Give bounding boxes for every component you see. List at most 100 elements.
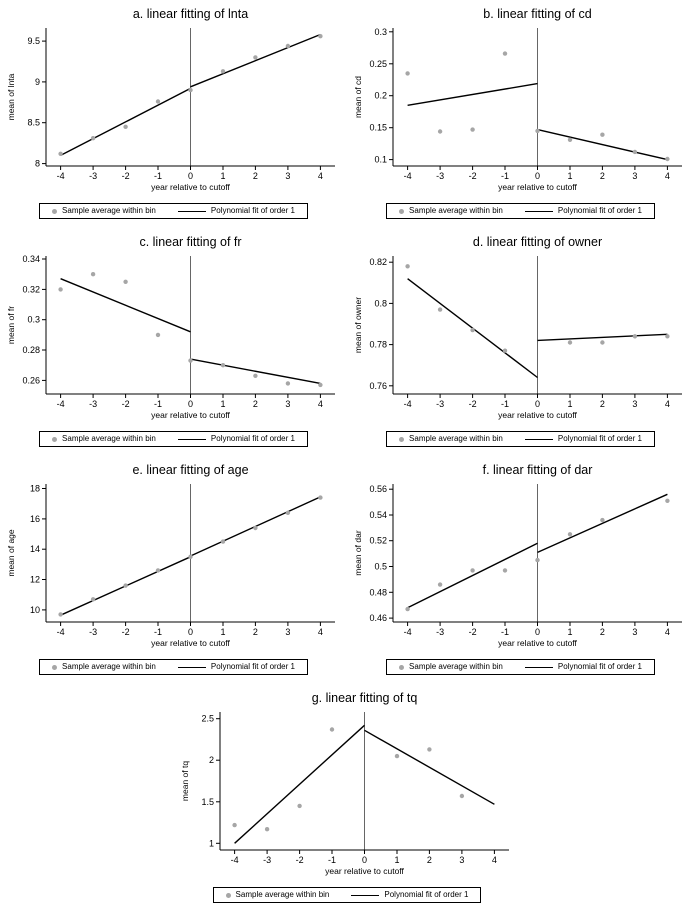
- x-tick-label: -3: [436, 171, 444, 181]
- legend-label-fit: Polynomial fit of order 1: [557, 206, 642, 215]
- x-tick-label: 4: [665, 627, 670, 637]
- x-axis-title: year relative to cutoff: [498, 182, 577, 192]
- legend-item-fit: Polynomial fit of order 1: [177, 434, 295, 444]
- x-tick-label: 4: [318, 171, 323, 181]
- x-tick-label: 0: [188, 171, 193, 181]
- bin-dot: [253, 373, 258, 378]
- x-axis-title: year relative to cutoff: [498, 638, 577, 648]
- legend-label-bins: Sample average within bin: [62, 434, 156, 443]
- chart-g: 1 1.5 2 2.5 -4 -3 -2 -1 0 1 2 3 4 year relative to cu…: [180, 691, 509, 876]
- bin-dot: [58, 612, 63, 617]
- chart-b: 0.1 0.15 0.2 0.25 0.3 -4 -3 -2 -1 0 1 2 3 4 year relat…: [353, 7, 682, 192]
- x-tick-label: 1: [220, 171, 225, 181]
- y-tick-label: 10: [30, 605, 40, 615]
- y-tick-label: 2: [208, 755, 213, 765]
- chart-title: g. linear fitting of tq: [311, 691, 417, 705]
- bin-marker-icon: [52, 664, 58, 670]
- x-tick-label: 2: [600, 171, 605, 181]
- legend: Sample average within bin Polynomial fit …: [39, 203, 308, 219]
- y-tick-label: 0.54: [369, 510, 387, 520]
- y-tick-label: 0.82: [369, 257, 387, 267]
- fit-line-left: [407, 542, 538, 609]
- bin-dot: [220, 363, 226, 368]
- y-axis-title: mean of owner: [353, 297, 363, 353]
- y-tick-label: 12: [30, 575, 40, 585]
- bin-dot: [296, 803, 302, 809]
- bin-dot: [405, 606, 410, 612]
- bin-dot: [437, 129, 443, 134]
- panel-g: 1 1.5 2 2.5 -4 -3 -2 -1 0 1 2 3 4 year relative to cu…: [174, 684, 521, 912]
- y-axis-title: mean of dar: [353, 530, 363, 576]
- y-tick-label: 0.48: [369, 587, 387, 597]
- bin-dot: [285, 43, 291, 49]
- bin-dot: [470, 568, 475, 573]
- x-tick-label: 2: [253, 399, 258, 409]
- legend-label-fit: Polynomial fit of order 1: [384, 890, 469, 899]
- x-tick-label: 2: [253, 171, 258, 181]
- bin-marker-icon: [399, 436, 405, 442]
- x-tick-label: 4: [318, 399, 323, 409]
- x-tick-label: -1: [154, 171, 162, 181]
- bin-dot: [155, 332, 161, 338]
- y-tick-label: 0.8: [374, 298, 387, 308]
- x-tick-label: 1: [220, 399, 225, 409]
- bin-dot: [535, 557, 540, 563]
- fit-line-left: [60, 87, 191, 157]
- bin-dot: [535, 128, 540, 134]
- legend-item-bins: Sample average within bin: [52, 662, 156, 672]
- bin-dot: [318, 382, 323, 388]
- bin-dot: [502, 568, 508, 573]
- x-tick-label: -3: [89, 627, 97, 637]
- fit-line-icon: [177, 210, 206, 212]
- bin-dot: [253, 55, 258, 60]
- x-tick-label: -2: [469, 171, 477, 181]
- legend-item-fit: Polynomial fit of order 1: [351, 890, 468, 900]
- legend-label-bins: Sample average within bin: [409, 662, 503, 671]
- chart-title: b. linear fitting of cd: [483, 7, 591, 21]
- bin-dot: [188, 358, 193, 363]
- bin-dot: [470, 327, 475, 333]
- bin-dot: [123, 124, 128, 129]
- panel-a: 8 8.5 9 9.5 -4 -3 -2 -1 0 1 2 3 4 year relative to cu…: [0, 0, 347, 228]
- x-tick-label: 3: [285, 171, 290, 181]
- bin-dot: [665, 156, 670, 162]
- legend-item-bins: Sample average within bin: [399, 206, 503, 216]
- bin-dot: [632, 334, 638, 339]
- x-tick-label: 4: [665, 399, 670, 409]
- fit-line-icon: [177, 438, 206, 440]
- x-tick-label: -3: [89, 399, 97, 409]
- bin-dot: [405, 71, 410, 76]
- bin-dot: [188, 87, 193, 93]
- bin-marker-icon: [399, 208, 405, 214]
- x-tick-label: -1: [154, 627, 162, 637]
- chart-a: 8 8.5 9 9.5 -4 -3 -2 -1 0 1 2 3 4 year relative to cu…: [6, 7, 335, 192]
- y-tick-label: 0.56: [369, 484, 387, 494]
- x-axis-title: year relative to cutoff: [325, 866, 404, 876]
- y-tick-label: 0.5: [374, 562, 387, 572]
- bin-dot: [600, 340, 605, 345]
- bin-dot: [470, 127, 475, 132]
- legend-item-fit: Polynomial fit of order 1: [524, 206, 642, 216]
- bin-dot: [426, 747, 432, 752]
- x-tick-label: 0: [535, 627, 540, 637]
- fit-line-icon: [524, 210, 553, 212]
- bin-dot: [155, 568, 161, 573]
- x-axis-title: year relative to cutoff: [498, 410, 577, 420]
- y-tick-label: 2.5: [201, 714, 214, 724]
- x-tick-label: -2: [469, 627, 477, 637]
- y-axis-title: mean of cd: [353, 76, 363, 118]
- legend-item-bins: Sample average within bin: [52, 206, 156, 216]
- y-tick-label: 16: [30, 514, 40, 524]
- bin-dot: [437, 307, 443, 312]
- x-tick-label: 4: [491, 855, 496, 865]
- bin-dot: [90, 597, 96, 602]
- y-tick-label: 0.1: [374, 155, 387, 165]
- fit-line-icon: [524, 666, 553, 668]
- x-tick-label: -4: [57, 399, 65, 409]
- bin-marker-icon: [52, 436, 58, 442]
- bin-dot: [123, 279, 128, 284]
- bin-dot: [567, 532, 573, 537]
- chart-title: f. linear fitting of dar: [483, 463, 593, 477]
